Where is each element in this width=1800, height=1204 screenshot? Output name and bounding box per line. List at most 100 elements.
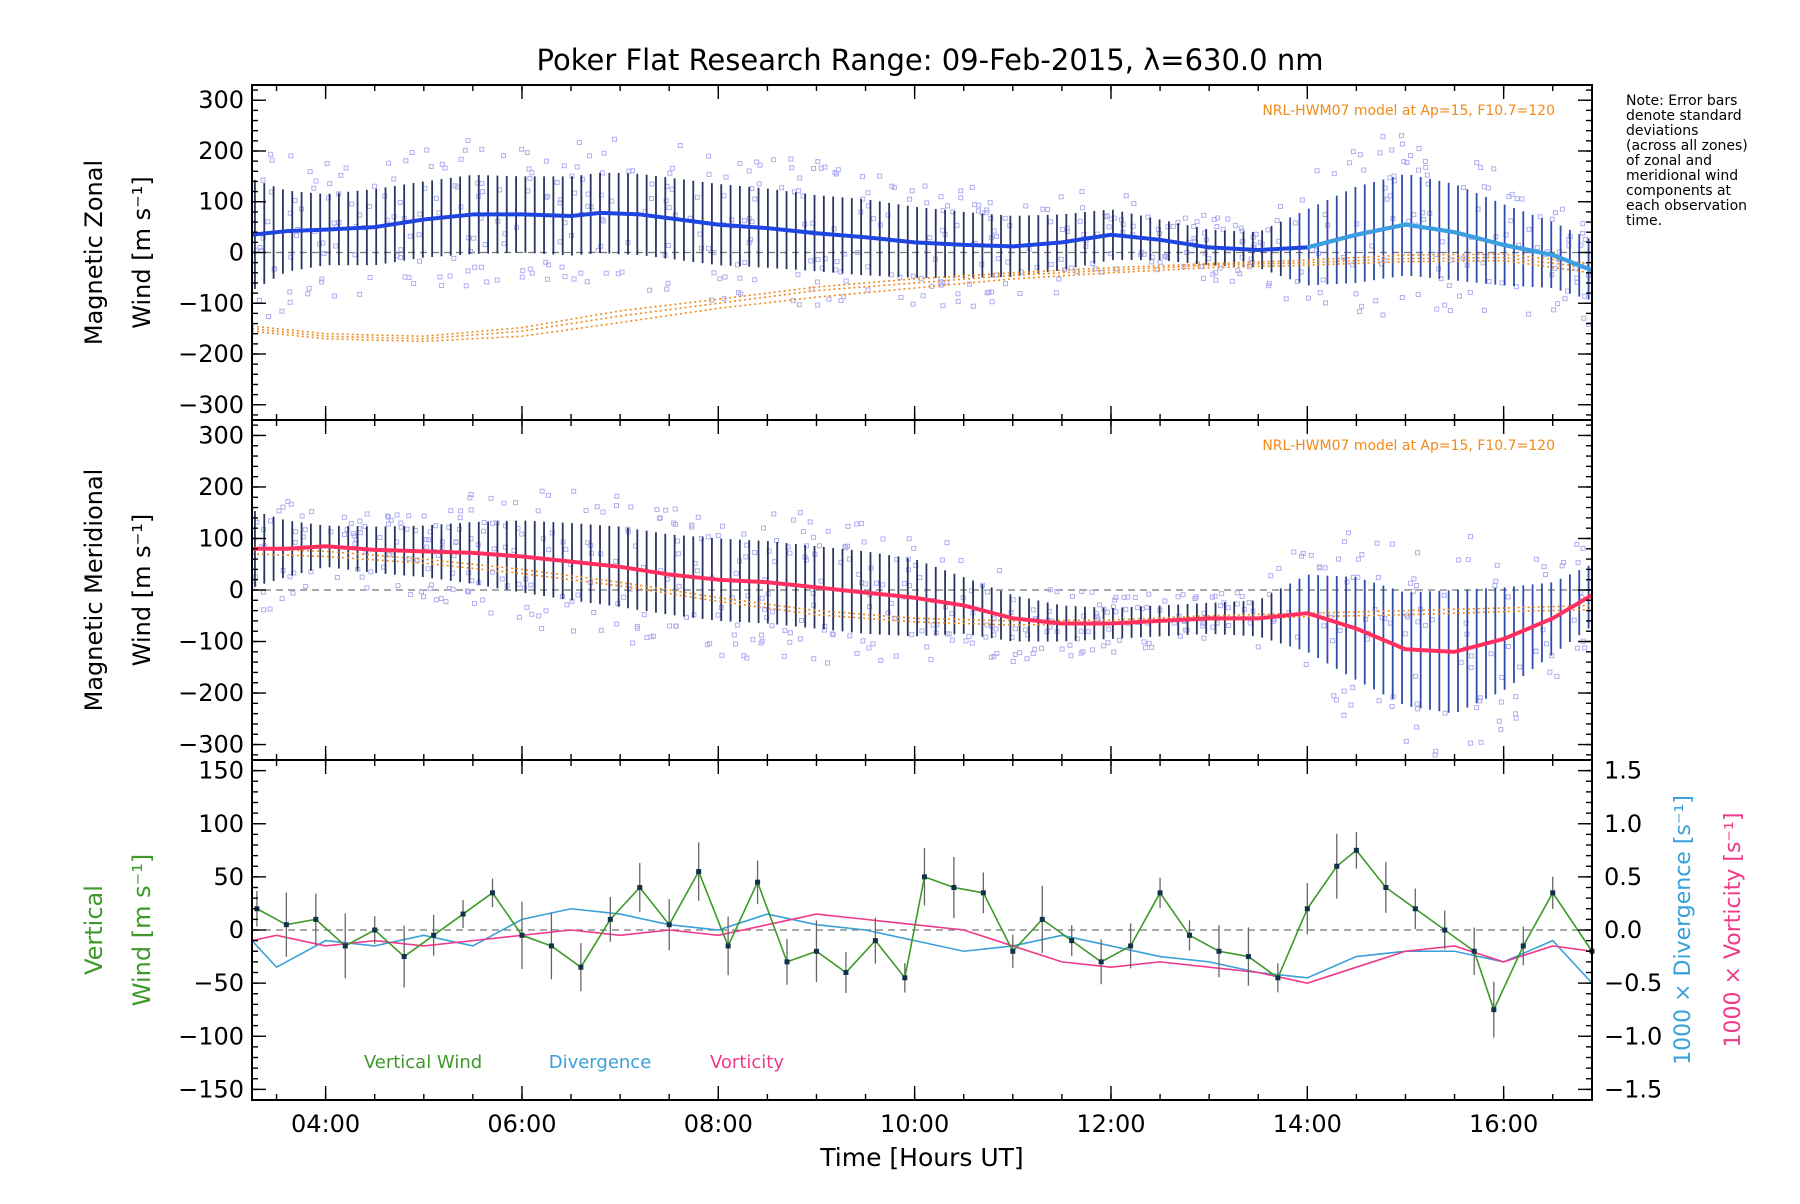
scatter-point bbox=[1201, 212, 1207, 218]
scatter-point bbox=[303, 583, 309, 589]
scatter-point bbox=[423, 537, 429, 543]
scatter-point bbox=[752, 196, 758, 202]
scatter-point bbox=[1200, 275, 1206, 281]
scatter-point bbox=[293, 529, 299, 535]
scatter-point bbox=[467, 495, 473, 501]
scatter-point bbox=[350, 531, 356, 537]
vertical-wind-point bbox=[1098, 959, 1104, 965]
vertical-wind-point bbox=[1187, 932, 1193, 938]
scatter-point bbox=[1468, 534, 1474, 540]
scatter-point bbox=[1005, 259, 1011, 265]
scatter-point bbox=[969, 184, 975, 190]
scatter-point bbox=[707, 641, 713, 647]
y-tick-label: −100 bbox=[178, 1022, 244, 1050]
scatter-point bbox=[1331, 171, 1337, 177]
scatter-point bbox=[1068, 653, 1074, 659]
scatter-point bbox=[1234, 590, 1240, 596]
scatter-point bbox=[975, 208, 981, 214]
legend-item-divergence: Divergence bbox=[549, 1052, 652, 1073]
scatter-point bbox=[744, 655, 750, 661]
scatter-point bbox=[1135, 605, 1141, 611]
scatter-point bbox=[1541, 564, 1547, 570]
scatter-point bbox=[742, 260, 748, 266]
y-tick-label: −300 bbox=[178, 731, 244, 759]
scatter-point bbox=[972, 202, 978, 208]
scatter-point bbox=[472, 264, 478, 270]
scatter-point bbox=[458, 508, 464, 514]
scatter-point bbox=[463, 283, 469, 289]
scatter-point bbox=[733, 641, 739, 647]
y-tick-label: −100 bbox=[178, 289, 244, 317]
scatter-point bbox=[676, 583, 682, 589]
scatter-point bbox=[1012, 626, 1018, 632]
scatter-point bbox=[807, 519, 813, 525]
scatter-point bbox=[781, 653, 787, 659]
scatter-point bbox=[993, 233, 999, 239]
scatter-point bbox=[562, 220, 568, 226]
scatter-point bbox=[499, 576, 505, 582]
scatter-point bbox=[352, 252, 358, 258]
panel-vertical: Vertical Wind Divergence Vorticity 1.5 1.0 0.… bbox=[80, 757, 1746, 1172]
scatter-point bbox=[1067, 642, 1073, 648]
vertical-wind-point bbox=[431, 932, 437, 938]
scatter-point bbox=[1247, 620, 1253, 626]
scatter-point bbox=[834, 259, 840, 265]
y-tick-label: 200 bbox=[198, 473, 244, 501]
vertical-wind-point bbox=[1275, 975, 1281, 981]
scatter-point bbox=[1095, 616, 1101, 622]
scatter-point bbox=[583, 507, 589, 513]
scatter-point bbox=[757, 162, 763, 168]
scatter-point bbox=[676, 551, 682, 557]
mean-wind-curve bbox=[252, 544, 1594, 654]
right-tick-label: 0.0 bbox=[1604, 916, 1642, 944]
scatter-point bbox=[782, 628, 788, 634]
scatter-point bbox=[1213, 270, 1219, 276]
scatter-point bbox=[657, 515, 663, 521]
scatter-point bbox=[825, 528, 831, 534]
right-tick-label: −1.5 bbox=[1604, 1075, 1662, 1103]
scatter-point bbox=[578, 270, 584, 276]
scatter-point bbox=[1508, 218, 1514, 224]
scatter-point bbox=[1402, 631, 1408, 637]
scatter-point bbox=[1414, 583, 1420, 589]
scatter-point bbox=[1423, 623, 1429, 629]
scatter-point bbox=[1062, 267, 1068, 273]
scatter-point bbox=[402, 274, 408, 280]
scatter-point bbox=[457, 515, 463, 521]
scatter-point bbox=[599, 170, 605, 176]
scatter-point bbox=[332, 293, 338, 299]
legend-item-vorticity: Vorticity bbox=[710, 1052, 784, 1073]
vertical-wind-point bbox=[283, 922, 289, 928]
scatter-point bbox=[1348, 702, 1354, 708]
scatter-point bbox=[744, 542, 750, 548]
scatter-point bbox=[1292, 220, 1298, 226]
scatter-point bbox=[1509, 191, 1515, 197]
scatter-point bbox=[920, 293, 926, 299]
y-tick-label: −300 bbox=[178, 391, 244, 419]
scatter-point bbox=[955, 298, 961, 304]
scatter-point bbox=[928, 657, 934, 663]
scatter-point bbox=[1543, 572, 1549, 578]
scatter-point bbox=[756, 181, 762, 187]
scatter-point bbox=[1202, 250, 1208, 256]
scatter-point bbox=[1405, 614, 1411, 620]
scatter-point bbox=[529, 611, 535, 617]
scatter-point bbox=[388, 517, 394, 523]
scatter-point bbox=[654, 507, 660, 513]
scatter-point bbox=[1413, 673, 1419, 679]
scatter-point bbox=[488, 610, 494, 616]
scatter-point bbox=[1481, 307, 1487, 313]
scatter-point bbox=[1047, 624, 1053, 630]
scatter-point bbox=[735, 262, 741, 268]
scatter-point bbox=[1414, 701, 1420, 707]
vertical-wind-point bbox=[902, 975, 908, 981]
scatter-point bbox=[845, 523, 851, 529]
scatter-point bbox=[927, 235, 933, 241]
scatter-point bbox=[746, 168, 752, 174]
scatter-point bbox=[672, 506, 678, 512]
scatter-point bbox=[771, 157, 777, 163]
scatter-point bbox=[305, 291, 311, 297]
divergence-axis-label: 1000 × Divergence [s⁻¹] bbox=[1671, 795, 1696, 1065]
vertical-wind-point bbox=[578, 964, 584, 970]
scatter-point bbox=[752, 277, 758, 283]
